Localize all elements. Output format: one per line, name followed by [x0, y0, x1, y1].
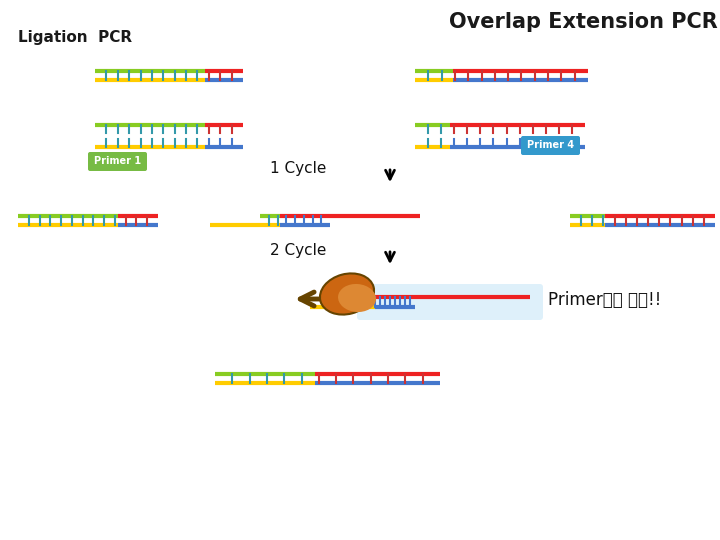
FancyBboxPatch shape — [88, 152, 147, 171]
Ellipse shape — [338, 284, 376, 312]
Text: 2 Cycle: 2 Cycle — [270, 242, 326, 258]
Text: Primer 4: Primer 4 — [527, 140, 574, 151]
FancyBboxPatch shape — [357, 284, 543, 320]
Ellipse shape — [320, 273, 374, 315]
Text: Primer로써 기능!!: Primer로써 기능!! — [548, 291, 661, 309]
Text: 1 Cycle: 1 Cycle — [270, 160, 326, 176]
Text: Overlap Extension PCR: Overlap Extension PCR — [449, 12, 718, 32]
Text: Primer 1: Primer 1 — [94, 157, 141, 166]
FancyBboxPatch shape — [521, 136, 580, 155]
Text: Ligation  PCR: Ligation PCR — [18, 30, 132, 45]
